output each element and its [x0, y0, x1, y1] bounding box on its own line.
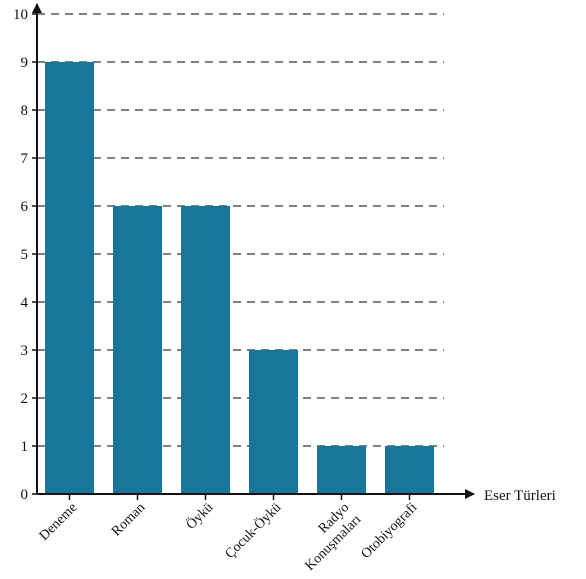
x-category-label-line: Öykü — [182, 499, 216, 533]
bar-2 — [113, 206, 162, 494]
x-category-label: Otobiyografi — [359, 500, 421, 562]
x-category-label: Roman — [109, 500, 148, 539]
x-category-label: RadyoKonuşmaları — [291, 500, 365, 574]
x-category-label: Deneme — [37, 500, 81, 544]
y-tick-label: 7 — [21, 151, 29, 167]
x-category-label: Çocuk-Öykü — [221, 499, 284, 562]
y-tick-label: 2 — [21, 391, 29, 407]
axes — [32, 3, 475, 500]
x-category-label: Öykü — [182, 499, 216, 533]
x-axis-title: Eser Türleri — [484, 488, 556, 504]
x-category-label-line: Roman — [109, 500, 148, 539]
bar-4 — [249, 350, 298, 494]
y-tick-label: 5 — [21, 247, 29, 263]
y-tick-label: 3 — [21, 343, 29, 359]
gridlines — [37, 13, 444, 447]
bar-5 — [317, 446, 366, 494]
x-category-label-line: Çocuk-Öykü — [221, 499, 284, 562]
x-category-label-line: Otobiyografi — [359, 500, 421, 562]
y-tick-label: 1 — [21, 439, 29, 455]
y-tick-label: 4 — [21, 295, 29, 311]
y-tick-label: 6 — [21, 199, 29, 215]
y-tick-label: 9 — [21, 55, 29, 71]
bar-6 — [385, 446, 434, 494]
y-tick-label: 8 — [21, 103, 29, 119]
x-category-label-line: Deneme — [37, 500, 81, 544]
y-tick-label: 0 — [21, 487, 29, 503]
y-tick-label: 10 — [13, 7, 28, 23]
bars — [45, 62, 434, 494]
bar-1 — [45, 62, 94, 494]
bar-3 — [181, 206, 230, 494]
